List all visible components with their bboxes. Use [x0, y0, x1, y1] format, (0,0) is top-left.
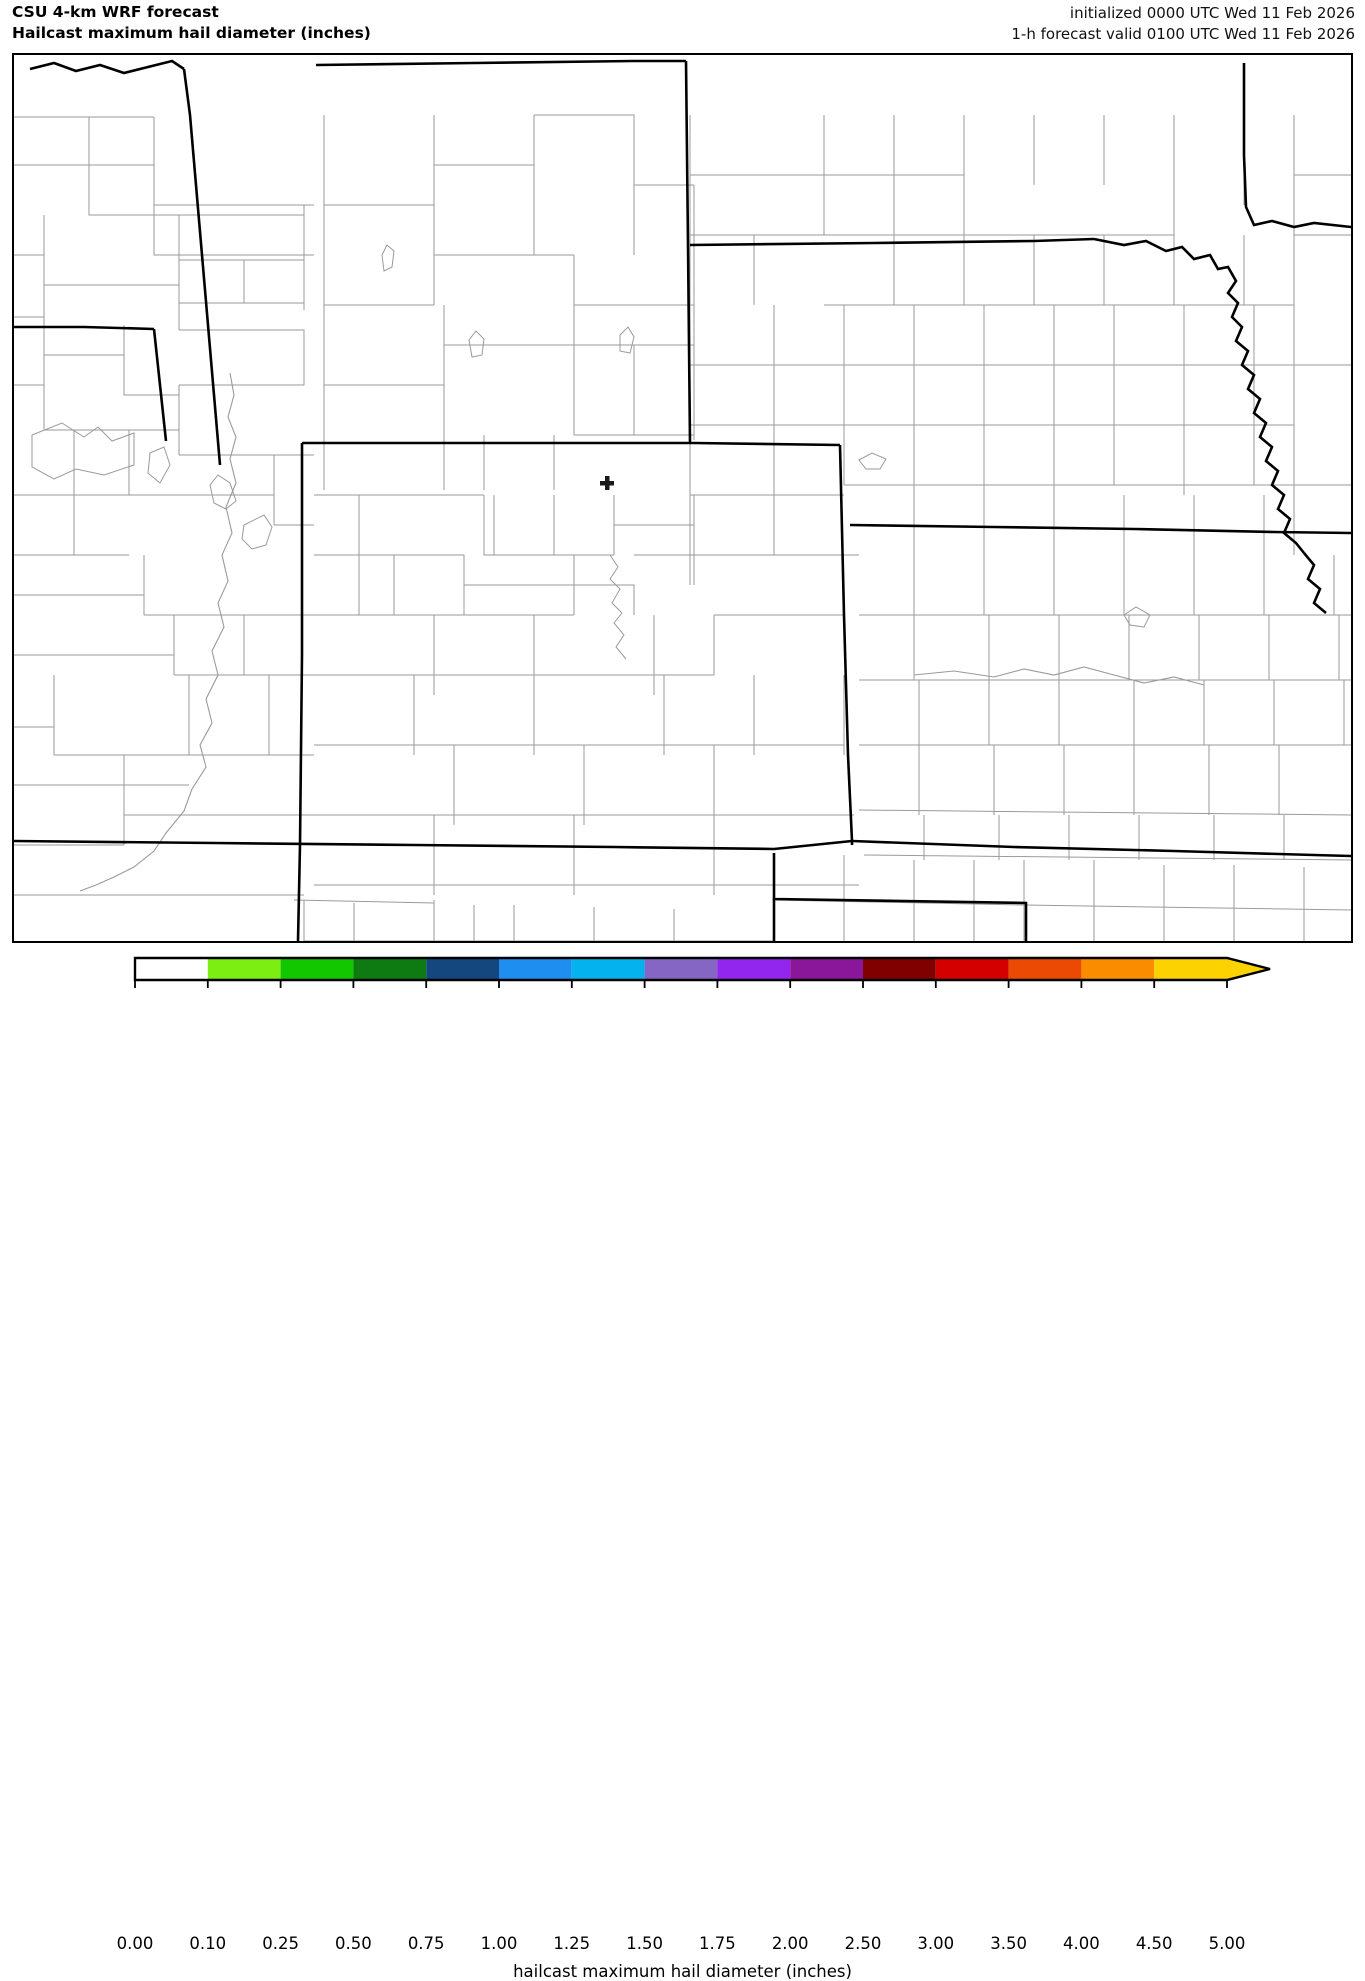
- colorbar-cell[interactable]: [426, 958, 499, 980]
- colorbar-tick-label: 0.25: [262, 1934, 299, 1953]
- colorbar-tick-label: 5.00: [1208, 1934, 1246, 1953]
- colorbar-cell[interactable]: [207, 958, 281, 980]
- colorbar-cell[interactable]: [571, 958, 645, 980]
- header-title-block: CSU 4-km WRF forecast Hailcast maximum h…: [12, 2, 371, 44]
- colorbar-tick-label: 4.50: [1135, 1934, 1173, 1953]
- colorbar-cell[interactable]: [935, 958, 1009, 980]
- state-boundaries: [14, 59, 1351, 941]
- map-geography: .cty { fill:none; stroke:#9a9a9a; stroke…: [14, 59, 1351, 941]
- colorbar-cell[interactable]: [135, 958, 208, 980]
- header-valid-time: 1-h forecast valid 0100 UTC Wed 11 Feb 2…: [1011, 25, 1355, 43]
- forecast-map-panel[interactable]: .cty { fill:none; stroke:#9a9a9a; stroke…: [12, 53, 1353, 943]
- header-title-line2: Hailcast maximum hail diameter (inches): [12, 24, 371, 42]
- colorbar-tick-label: 4.00: [1063, 1934, 1100, 1953]
- colorbar-cell[interactable]: [644, 958, 718, 980]
- colorbar-tick-label: 1.50: [626, 1934, 663, 1953]
- colorbar-cell[interactable]: [353, 958, 427, 980]
- colorbar-tick-label: 2.00: [771, 1934, 809, 1953]
- domain-center-marker: [600, 476, 614, 490]
- colorbar-cell[interactable]: [280, 958, 354, 980]
- colorbar-cell[interactable]: [1008, 958, 1082, 980]
- colorbar-tick-label: 2.50: [844, 1934, 882, 1953]
- colorbar-tick-label: 3.00: [917, 1934, 955, 1953]
- header-title-line1: CSU 4-km WRF forecast: [12, 3, 219, 21]
- colorbar-tick-label: 0.50: [335, 1934, 372, 1953]
- colorbar-cell[interactable]: [1081, 958, 1155, 980]
- colorbar-outline: [133, 956, 1271, 982]
- colorbar-cell[interactable]: [717, 958, 791, 980]
- colorbar-extend-arrow: [1227, 958, 1270, 980]
- colorbar-axis-label: hailcast maximum hail diameter (inches): [513, 1962, 852, 1981]
- county-boundaries: [14, 114, 1351, 941]
- colorbar-tick-label: 1.75: [699, 1934, 736, 1953]
- colorbar-tick-label: 0.00: [116, 1934, 154, 1953]
- colorbar-cell[interactable]: [790, 958, 863, 980]
- colorbar-tick-label: 0.75: [407, 1934, 445, 1953]
- colorbar-cell[interactable]: [863, 958, 936, 980]
- header-timestamp-block: initialized 0000 UTC Wed 11 Feb 2026 1-h…: [1011, 3, 1355, 45]
- colorbar-swatches[interactable]: [0, 948, 1365, 990]
- colorbar-cell[interactable]: [1154, 958, 1227, 980]
- colorbar-tick-label: 3.50: [990, 1934, 1027, 1953]
- colorbar-cell[interactable]: [499, 958, 572, 980]
- header-init-time: initialized 0000 UTC Wed 11 Feb 2026: [1069, 4, 1355, 22]
- colorbar-area: 0.00 0.10 0.25 0.50 0.75 1.00 1.25 1.50 1.75 2.00…: [0, 948, 1365, 1981]
- header: CSU 4-km WRF forecast Hailcast maximum h…: [0, 0, 1365, 50]
- colorbar-tick-label: 0.10: [189, 1934, 227, 1953]
- colorbar-tick-label: 1.25: [553, 1934, 591, 1953]
- colorbar-tick-label: 1.00: [480, 1934, 518, 1953]
